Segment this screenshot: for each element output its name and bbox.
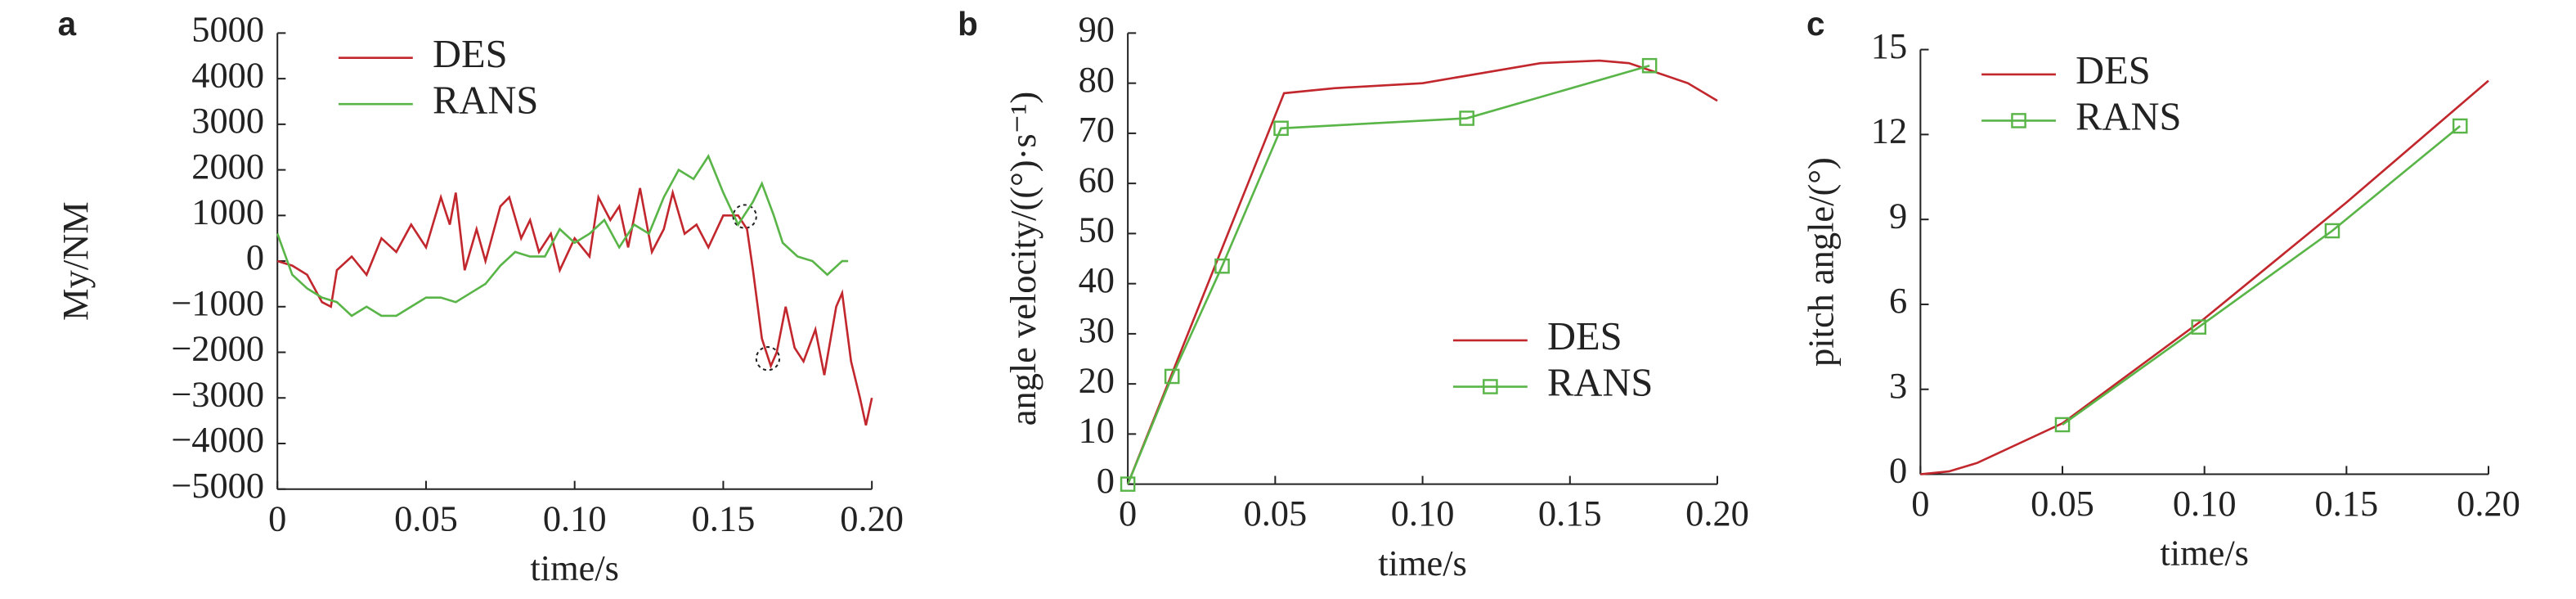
marker — [1641, 57, 1658, 74]
x-axis-label: time/s — [2160, 533, 2249, 574]
series-line — [276, 154, 849, 318]
x-tick-label: 0.20 — [840, 498, 904, 538]
series-line — [276, 187, 873, 426]
y-tick-label: 3000 — [191, 100, 264, 141]
y-tick-label: 1000 — [191, 191, 264, 232]
y-tick-label: 70 — [1079, 109, 1115, 150]
y-tick-label: 5000 — [191, 9, 264, 50]
legend-label: RANS — [2076, 96, 2181, 139]
x-tick-label: 0.15 — [1538, 493, 1602, 534]
y-tick-label: 40 — [1079, 259, 1115, 300]
y-tick-label: 4000 — [191, 54, 264, 95]
marker — [1459, 110, 1474, 126]
y-tick-label: −3000 — [171, 373, 264, 414]
y-tick-label: 9 — [1889, 195, 1907, 236]
legend-label: RANS — [433, 79, 538, 122]
marker — [1164, 368, 1180, 385]
series-line — [1920, 79, 2489, 475]
y-tick-label: 12 — [1871, 110, 1907, 151]
x-tick-label: 0.10 — [1391, 493, 1455, 534]
marker — [1273, 120, 1289, 137]
y-tick-label: −1000 — [171, 282, 264, 323]
panel-label: c — [1806, 5, 1824, 43]
series-line — [2062, 124, 2462, 426]
x-axis-label: time/s — [1378, 543, 1467, 583]
panel-label: b — [958, 5, 978, 43]
y-tick-label: 10 — [1079, 410, 1115, 451]
annotation-circle — [755, 346, 781, 372]
y-axis-label: pitch angle/(°) — [1800, 157, 1841, 367]
y-tick-label: 6 — [1889, 280, 1907, 321]
x-tick-label: 0 — [1119, 493, 1137, 534]
y-axis-label: angle velocity/((°)·s⁻¹) — [1003, 92, 1043, 426]
marker — [2191, 319, 2207, 335]
y-tick-label: 50 — [1079, 209, 1115, 250]
x-tick-label: 0.05 — [1243, 493, 1307, 534]
y-tick-label: 0 — [246, 236, 264, 277]
y-tick-label: 90 — [1079, 9, 1115, 50]
marker — [1120, 476, 1136, 492]
x-tick-label: 0.15 — [2314, 483, 2378, 524]
y-tick-label: 15 — [1871, 25, 1907, 66]
x-tick-label: 0.05 — [394, 498, 458, 538]
marker — [2324, 223, 2340, 239]
x-tick-label: 0 — [1911, 483, 1929, 524]
x-tick-label: 0.15 — [692, 498, 756, 538]
marker — [2054, 417, 2071, 433]
legend-label: DES — [1547, 315, 1622, 358]
series-line — [1126, 59, 1718, 485]
y-axis-label: My/NM — [55, 201, 96, 321]
marker — [1214, 258, 1230, 274]
x-tick-label: 0.10 — [543, 498, 607, 538]
panel-label: a — [58, 5, 77, 43]
y-tick-label: 2000 — [191, 146, 264, 187]
x-tick-label: 0.05 — [2031, 483, 2094, 524]
legend-label: RANS — [1547, 362, 1653, 405]
x-tick-label: 0 — [268, 498, 286, 538]
legend-marker — [1483, 379, 1498, 394]
x-tick-label: 0.10 — [2173, 483, 2237, 524]
marker — [2452, 118, 2468, 134]
y-tick-label: 0 — [1889, 450, 1907, 491]
legend-label: DES — [433, 33, 508, 76]
y-tick-label: 30 — [1079, 309, 1115, 350]
y-tick-label: 3 — [1889, 365, 1907, 406]
y-tick-label: 20 — [1079, 359, 1115, 400]
x-tick-label: 0.20 — [2457, 483, 2520, 524]
y-tick-label: 60 — [1079, 159, 1115, 200]
x-tick-label: 0.20 — [1685, 493, 1749, 534]
series-line — [1126, 64, 1650, 485]
legend-marker — [2011, 113, 2026, 128]
y-tick-label: −5000 — [171, 465, 264, 506]
x-axis-label: time/s — [530, 547, 619, 588]
y-tick-label: −2000 — [171, 328, 264, 369]
legend-label: DES — [2076, 49, 2151, 92]
y-tick-label: 0 — [1097, 460, 1115, 501]
y-tick-label: 80 — [1079, 59, 1115, 100]
y-tick-label: −4000 — [171, 419, 264, 460]
